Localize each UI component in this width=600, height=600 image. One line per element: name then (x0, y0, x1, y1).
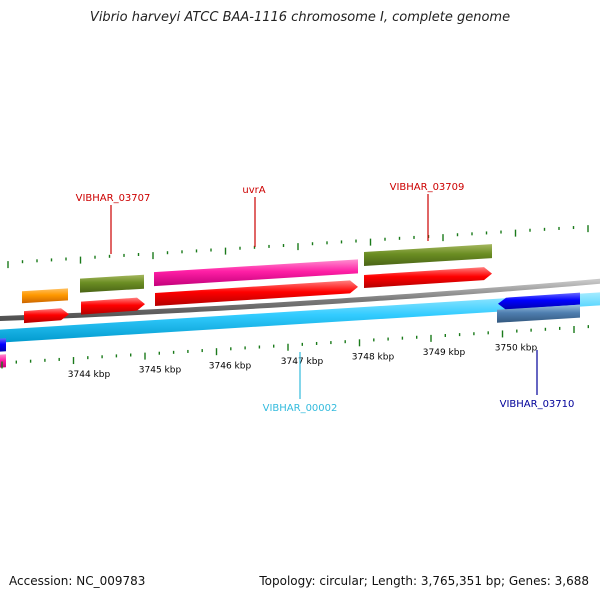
scale-label: 3750 kbp (495, 344, 538, 354)
feature-label: VIBHAR_03710 (500, 399, 575, 410)
scale-label: 3744 kbp (68, 370, 111, 380)
topology-text: Topology: circular; Length: 3,765,351 bp… (259, 574, 589, 588)
scale-label: 3749 kbp (423, 348, 466, 358)
minus-strand-cds (498, 292, 580, 310)
map-title: Vibrio harveyi ATCC BAA-1116 chromosome … (89, 10, 511, 25)
feature-label: VIBHAR_03709 (390, 182, 465, 193)
minus-strand-cds (0, 292, 600, 343)
pink-feature-block (0, 354, 6, 368)
plus-strand-cds (81, 297, 145, 315)
backbone-arc (0, 278, 600, 322)
pink-feature-block (154, 259, 358, 287)
scale-label: 3745 kbp (139, 366, 182, 376)
olive-feature-block (80, 274, 144, 293)
feature-label: uvrA (242, 185, 265, 196)
accession-text: Accession: NC_009783 (9, 574, 146, 588)
plus-strand-cds (155, 280, 358, 306)
minus-strand-cds (0, 338, 6, 352)
feature-label: VIBHAR_03707 (76, 193, 151, 204)
plus-strand-cds (364, 267, 492, 288)
olive-feature-block (364, 244, 492, 266)
steelblue-feature-block (497, 304, 580, 323)
scale-label: 3746 kbp (209, 361, 252, 371)
plus-strand-cds (24, 308, 69, 324)
scale-label: 3748 kbp (352, 353, 395, 363)
orange-feature-block (22, 288, 68, 304)
scale-label: 3747 kbp (281, 357, 324, 367)
feature-label: VIBHAR_00002 (263, 403, 338, 414)
